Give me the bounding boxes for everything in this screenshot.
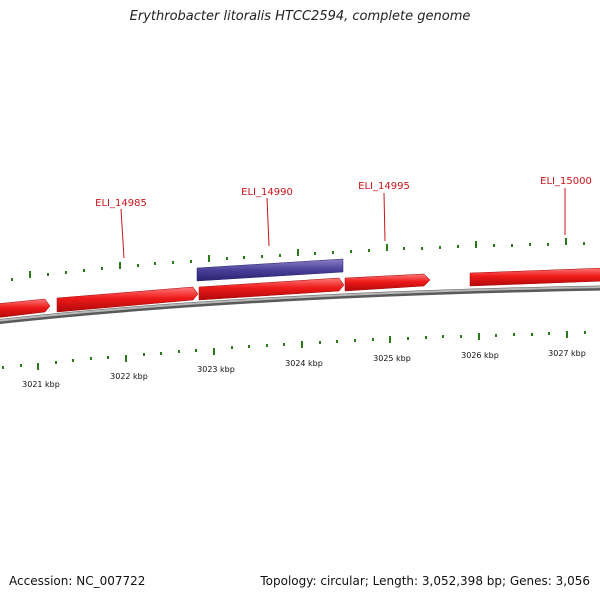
genome-backbone (0, 285, 600, 324)
gene-eli-14990[interactable] (198, 277, 345, 301)
kbp-label-3022: 3022 kbp (110, 372, 148, 381)
outer-tick-row (11, 238, 585, 281)
kbp-label-3027: 3027 kbp (548, 349, 586, 358)
gene-label-eli-14990[interactable]: ELI_14990 (241, 187, 293, 198)
gene-eli-15000[interactable] (469, 267, 600, 287)
gene-leader-line (266, 197, 270, 247)
kbp-label-3021: 3021 kbp (22, 380, 60, 389)
kbp-label-3024: 3024 kbp (285, 359, 323, 368)
kbp-label-3023: 3023 kbp (197, 365, 235, 374)
gene-eli-14990-blue[interactable] (196, 258, 344, 282)
gene-leader-line (120, 208, 125, 259)
inner-tick-row (2, 331, 586, 370)
gene-eli-14995[interactable] (344, 273, 431, 292)
gene-label-eli-14985[interactable]: ELI_14985 (95, 198, 147, 209)
kbp-label-3026: 3026 kbp (461, 351, 499, 360)
genome-summary-label: Topology: circular; Length: 3,052,398 bp… (260, 574, 590, 588)
gene-label-eli-14995[interactable]: ELI_14995 (358, 181, 410, 192)
gene-eli-14980[interactable] (0, 298, 51, 318)
map-title: Erythrobacter litoralis HTCC2594, comple… (129, 9, 471, 24)
gene-eli-14985[interactable] (56, 286, 199, 313)
gene-label-eli-15000[interactable]: ELI_15000 (540, 176, 592, 187)
gene-leader-line (383, 192, 386, 242)
genome-backbone-highlight (0, 286, 600, 322)
accession-label: Accession: NC_007722 (9, 574, 146, 588)
kbp-label-3025: 3025 kbp (373, 354, 411, 363)
